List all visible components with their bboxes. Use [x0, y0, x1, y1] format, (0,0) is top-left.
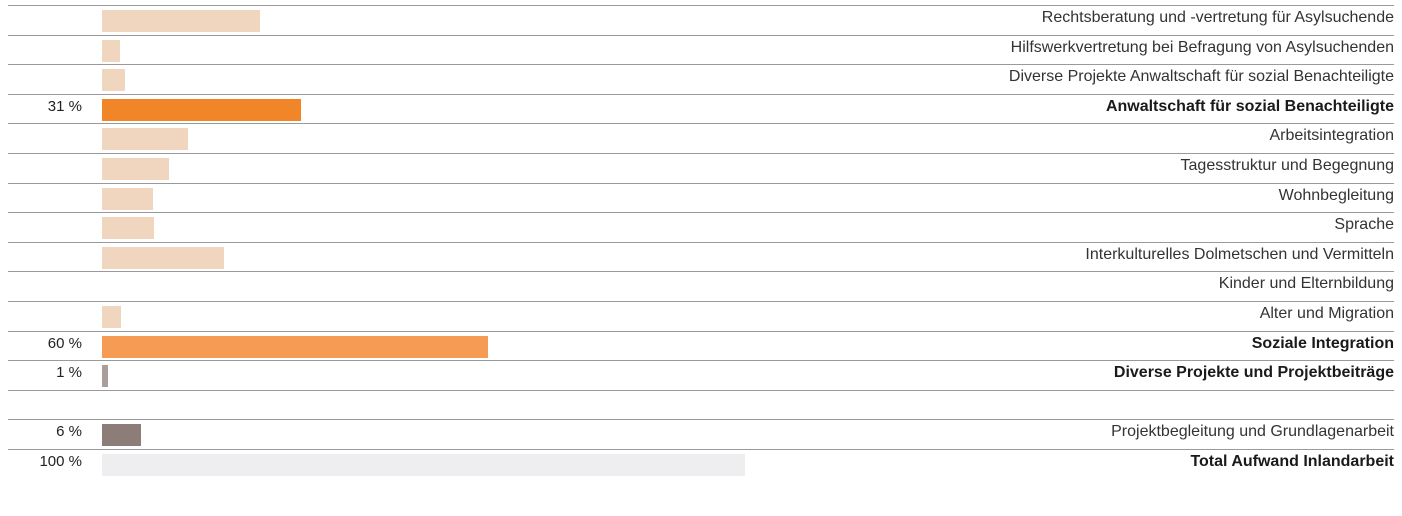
chart-row: Interkulturelles Dolmetschen und Vermitt… [8, 241, 1394, 269]
category-label: Soziale Integration [1251, 334, 1394, 352]
row-separator [8, 419, 1394, 421]
percent-label: 60 % [47, 334, 82, 352]
category-label: Arbeitsintegration [1269, 127, 1394, 145]
category-label: Diverse Projekte Anwaltschaft für sozial… [1008, 68, 1394, 86]
row-separator [8, 182, 1394, 184]
category-label: Interkulturelles Dolmetschen und Vermitt… [1085, 245, 1394, 263]
row-separator [8, 93, 1394, 95]
row-separator [8, 360, 1394, 362]
percent-label: 100 % [39, 453, 82, 470]
row-separator [8, 34, 1394, 36]
category-label: Rechtsberatung und -vertretung für Asyls… [1041, 9, 1394, 26]
bar [102, 98, 302, 121]
chart-row: 100 % Total Aufwand Inlandarbeit [8, 449, 1394, 476]
chart-row: 60 % Soziale Integration [8, 330, 1394, 358]
chart-row: Alter und Migration [8, 301, 1394, 328]
category-label: Anwaltschaft für sozial Benachteiligte [1105, 97, 1394, 115]
percent-label: 6 % [56, 423, 82, 441]
category-label: Wohnbegleitung [1278, 186, 1394, 204]
row-separator [8, 153, 1394, 154]
row-separator [8, 212, 1394, 214]
chart-row: Wohnbegleitung [8, 182, 1394, 210]
bar [102, 454, 745, 476]
bar [102, 424, 141, 447]
bar [102, 158, 169, 180]
category-label: Projektbegleitung und Grundlagenarbeit [1111, 423, 1394, 441]
bar [102, 246, 224, 269]
bar [102, 187, 153, 210]
category-label: Total Aufwand Inlandarbeit [1190, 453, 1394, 470]
chart-row: 6 % Projektbegleitung und Grundlagenarbei… [8, 419, 1394, 447]
category-label: Tagesstruktur und Begegnung [1180, 157, 1394, 174]
percent-label: 31 % [47, 97, 82, 115]
bar [102, 335, 488, 358]
row-separator [8, 389, 1394, 391]
chart-row: 31 % Anwaltschaft für sozial Benachteilig… [8, 93, 1394, 121]
bar [102, 306, 122, 328]
chart-row: Rechtsberatung und -vertretung für Asyls… [8, 5, 1394, 32]
chart-row: 1 % Diverse Projekte und Projektbeiträge [8, 360, 1394, 388]
bar [102, 10, 261, 32]
row-separator [8, 330, 1394, 332]
bar [102, 365, 109, 388]
percent-label: 1 % [56, 364, 82, 382]
row-separator [8, 64, 1394, 66]
chart-row [8, 389, 1394, 416]
chart-row: Hilfswerkvertretung bei Befragung von As… [8, 34, 1394, 62]
row-separator [8, 449, 1394, 450]
category-label: Alter und Migration [1259, 305, 1394, 322]
row-separator [8, 271, 1394, 273]
category-label: Kinder und Elternbildung [1218, 275, 1394, 293]
row-separator [8, 5, 1394, 6]
chart-row: Arbeitsintegration [8, 123, 1394, 151]
bar [102, 39, 120, 62]
bar [102, 69, 126, 92]
chart-row: Diverse Projekte Anwaltschaft für sozial… [8, 64, 1394, 92]
chart-row: Sprache [8, 212, 1394, 240]
category-label: Diverse Projekte und Projektbeiträge [1113, 364, 1394, 382]
bar [102, 128, 188, 151]
category-label: Hilfswerkvertretung bei Befragung von As… [1010, 38, 1394, 56]
row-separator [8, 123, 1394, 125]
row-separator [8, 301, 1394, 302]
bar [102, 217, 155, 240]
category-label: Sprache [1334, 216, 1394, 234]
chart-row: Kinder und Elternbildung [8, 271, 1394, 297]
row-separator [8, 241, 1394, 243]
chart-row: Tagesstruktur und Begegnung [8, 153, 1394, 180]
